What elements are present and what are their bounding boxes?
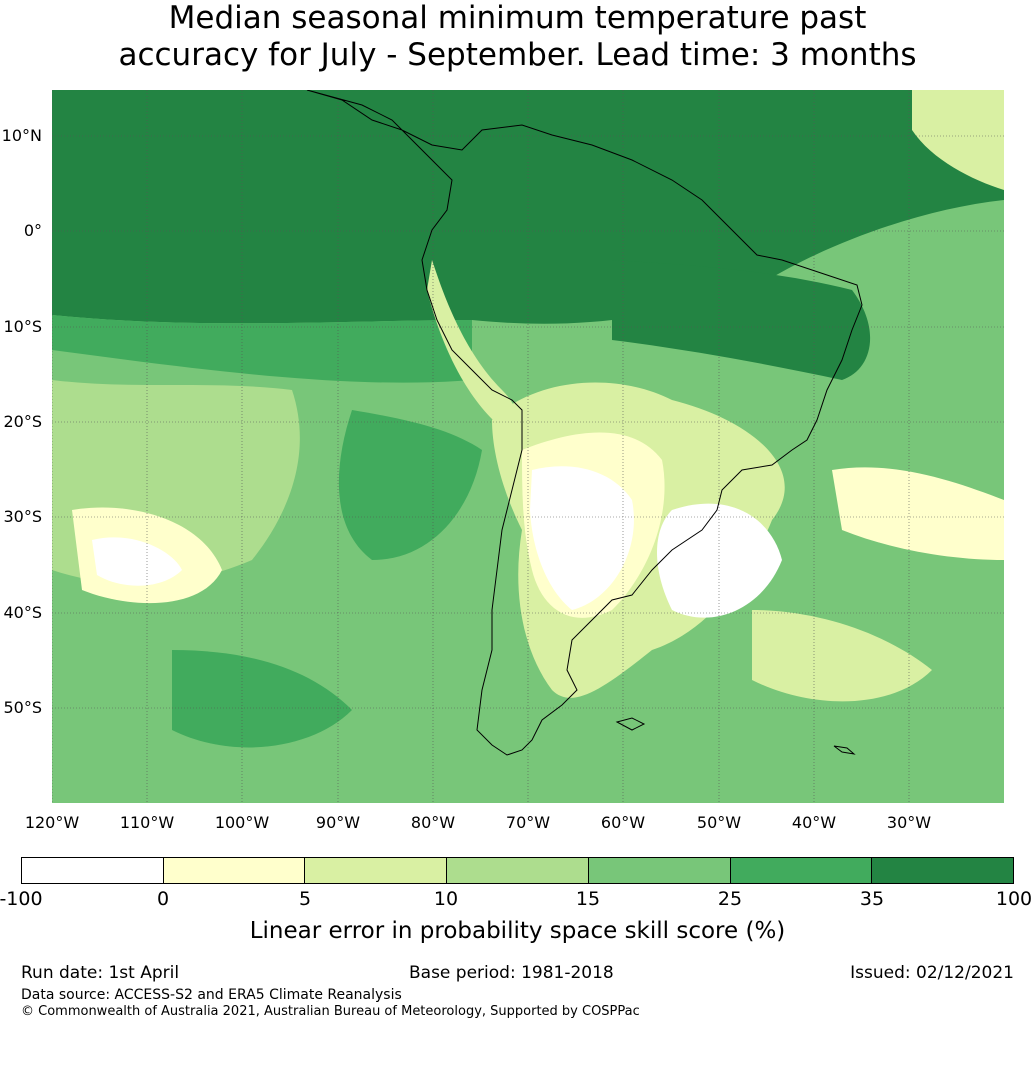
colorbar-segment <box>588 858 731 883</box>
colorbar-tick: 25 <box>717 888 743 910</box>
colorbar-tick: -100 <box>0 888 43 910</box>
very-low-skill-atlantic <box>832 467 1004 560</box>
base-period: Base period: 1981-2018 <box>409 963 614 983</box>
graticule <box>52 90 1004 803</box>
lat-label-50s: 50°S <box>3 698 42 717</box>
south-america-coastline <box>306 90 863 756</box>
colorbar <box>21 857 1014 884</box>
lon-label-40w: 40°W <box>791 813 837 832</box>
lat-label-10s: 10°S <box>3 317 42 336</box>
colorbar-label: Linear error in probability space skill … <box>249 918 786 944</box>
high-skill-region-brazil <box>612 260 871 380</box>
mid-skill-southeast-pacific <box>338 410 482 560</box>
colorbar-tick: 35 <box>859 888 885 910</box>
lat-label-0: 0° <box>23 221 42 240</box>
data-source: Data source: ACCESS-S2 and ERA5 Climate … <box>21 987 402 1003</box>
lat-label-30s: 30°S <box>3 507 42 526</box>
high-skill-region-north <box>52 90 1004 324</box>
no-skill-interior <box>530 466 634 610</box>
colorbar-tick: 10 <box>433 888 459 910</box>
mid-skill-south <box>172 650 352 748</box>
south-georgia <box>833 745 856 755</box>
falkland-islands <box>615 717 646 731</box>
lon-label-110w: 110°W <box>119 813 175 832</box>
lon-label-80w: 80°W <box>410 813 456 832</box>
low-skill-south-atlantic <box>752 610 932 702</box>
map-canvas <box>52 90 1004 803</box>
lon-label-120w: 120°W <box>24 813 80 832</box>
andes-low-skill <box>427 260 519 435</box>
colorbar-tick: 0 <box>156 888 170 910</box>
lat-label-20s: 20°S <box>3 412 42 431</box>
issued-date: Issued: 02/12/2021 <box>850 963 1014 983</box>
lon-label-50w: 50°W <box>696 813 742 832</box>
colorbar-tick: 100 <box>995 888 1033 910</box>
low-skill-northeast <box>912 90 1004 190</box>
copyright: © Commonwealth of Australia 2021, Austra… <box>21 1004 640 1019</box>
colorbar-segment <box>872 858 1014 883</box>
lat-label-40s: 40°S <box>3 603 42 622</box>
colorbar-tick: 15 <box>575 888 601 910</box>
lon-label-60w: 60°W <box>600 813 646 832</box>
skill-score-map <box>52 90 1004 803</box>
run-date: Run date: 1st April <box>21 963 180 983</box>
map-title: Median seasonal minimum temperature past… <box>0 0 1035 74</box>
colorbar-segment <box>22 858 164 883</box>
colorbar-segment <box>447 858 589 883</box>
lon-label-100w: 100°W <box>214 813 270 832</box>
mid-skill-band-pacific <box>52 315 472 383</box>
colorbar-segment <box>305 858 448 883</box>
title-line-2: accuracy for July - September. Lead time… <box>118 37 917 73</box>
colorbar-segment <box>163 858 306 883</box>
lon-label-70w: 70°W <box>505 813 551 832</box>
lon-label-90w: 90°W <box>315 813 361 832</box>
lat-label-10n: 10°N <box>1 126 42 145</box>
lon-label-30w: 30°W <box>886 813 932 832</box>
title-line-1: Median seasonal minimum temperature past <box>168 0 867 36</box>
no-skill-south-pacific <box>92 537 182 586</box>
colorbar-tick: 5 <box>298 888 312 910</box>
no-skill-atlantic <box>657 503 782 618</box>
colorbar-segment <box>730 858 873 883</box>
